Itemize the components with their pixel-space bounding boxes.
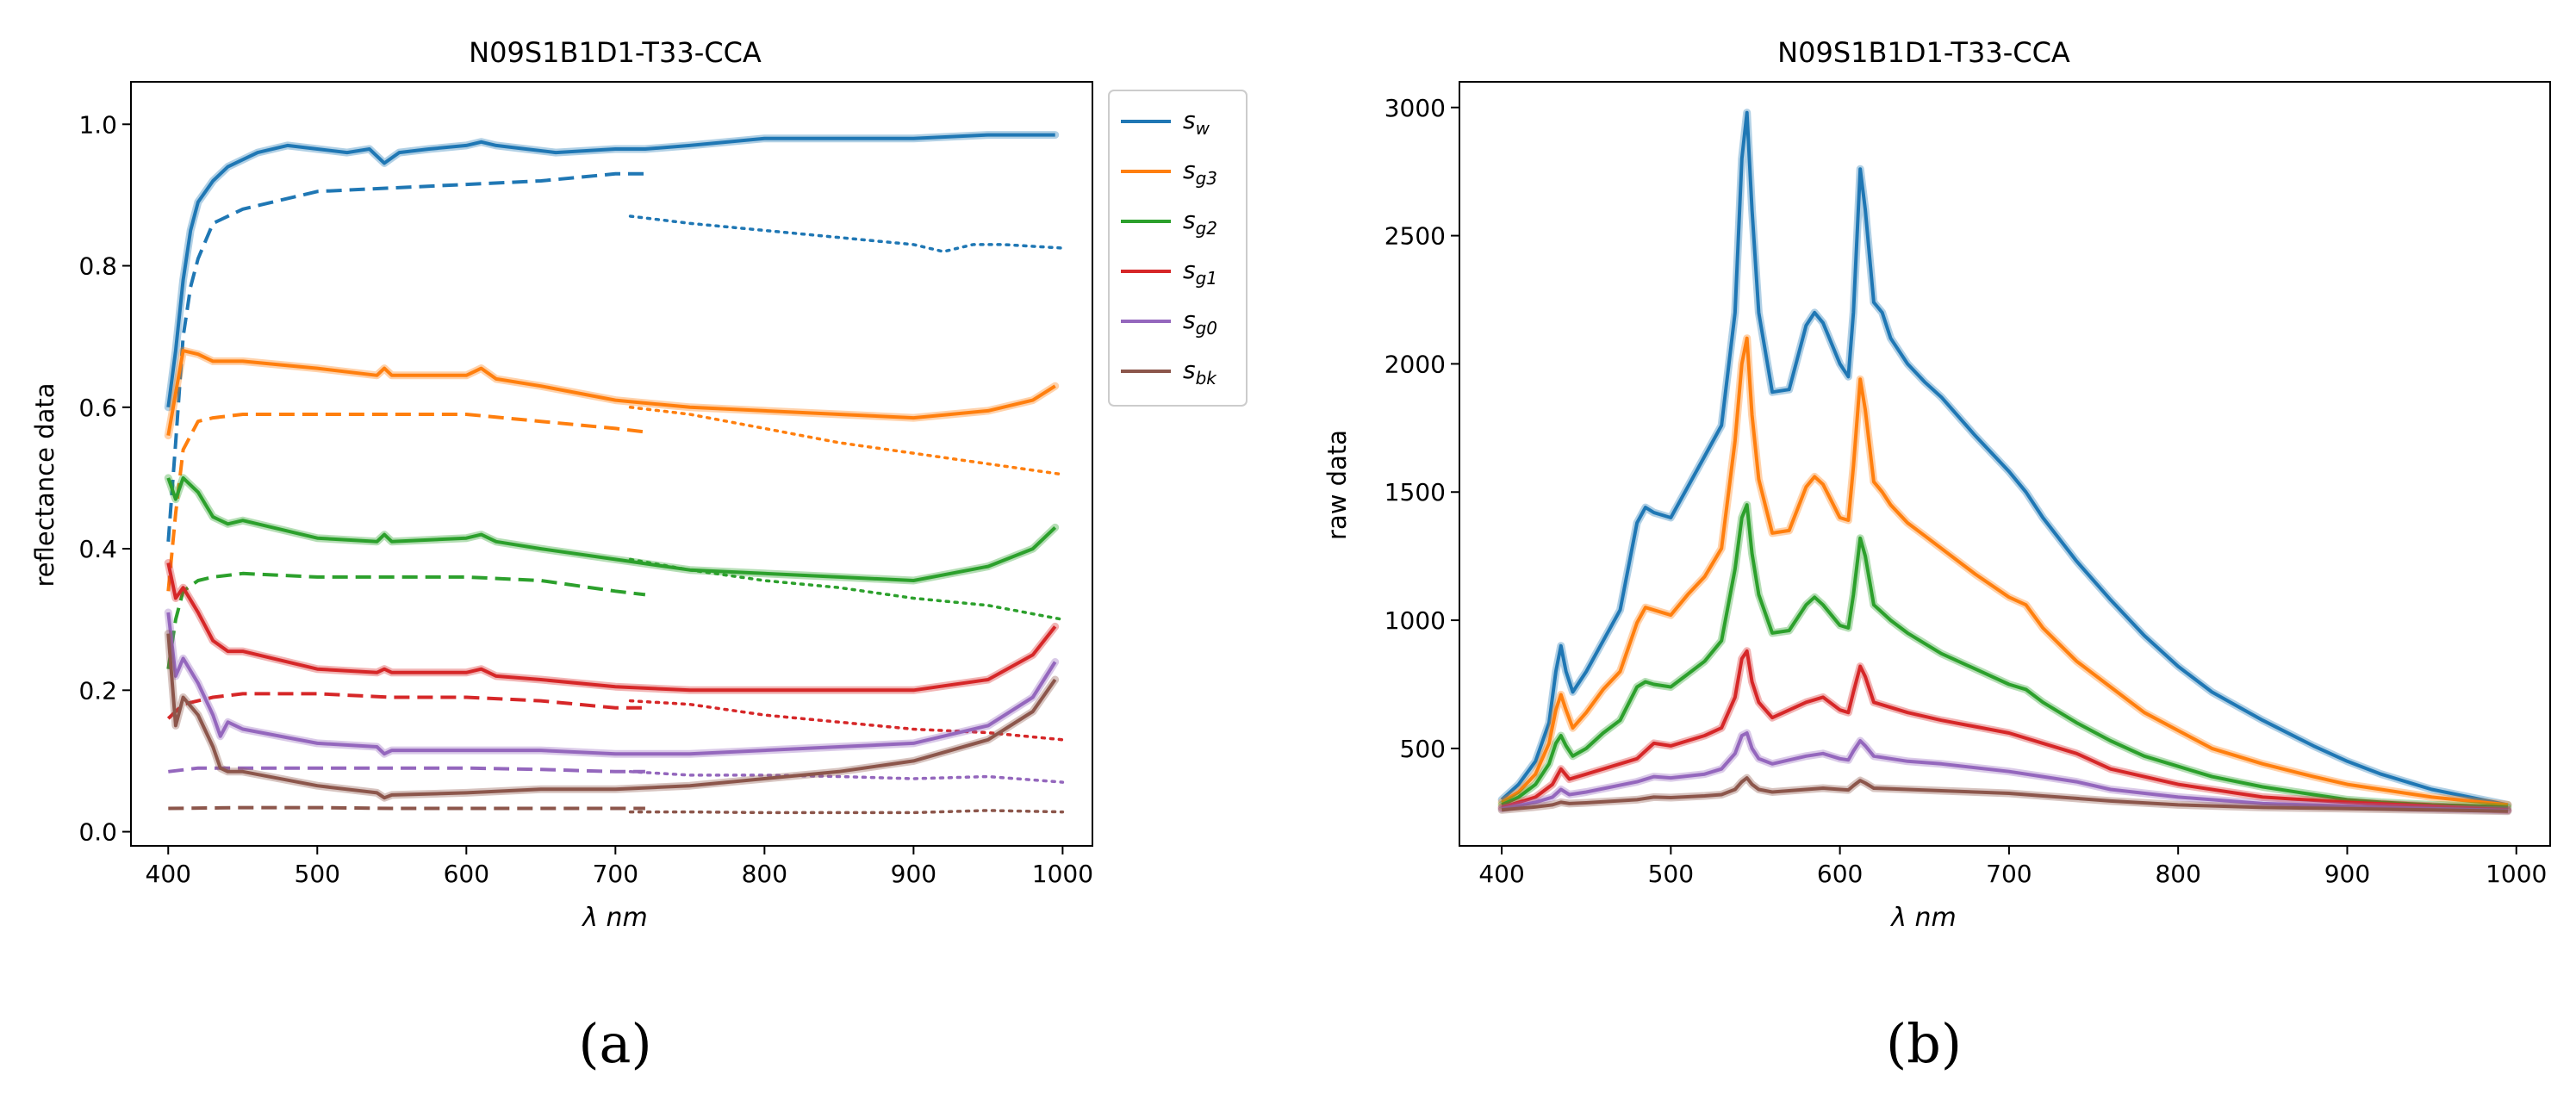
chart-a-series-6-solid-line	[166, 475, 1057, 582]
chart-b-ytick-label-5: 3000	[1384, 94, 1446, 122]
chart-a-legend-label-5: sbk	[1183, 356, 1217, 388]
chart-a-ytick-label-0: 0.0	[78, 818, 117, 847]
chart-a-xtick-label-1: 500	[295, 860, 340, 888]
chart-a-series-4-dashed-line	[166, 413, 646, 592]
chart-b-series-0-solid-line	[1500, 110, 2509, 807]
chart-a-ytick-label-1: 0.2	[78, 676, 117, 705]
chart-a-series-3-solid-line	[166, 349, 1056, 436]
chart-b-plot-frame	[1459, 81, 2551, 847]
chart-a-legend-label-3: sg1	[1183, 256, 1217, 289]
chart-a-xtick-label-4: 800	[742, 860, 787, 888]
chart-a-legend-label-4: sg0	[1183, 306, 1217, 339]
chart-a-xtick-label-2: 600	[444, 860, 489, 888]
chart-a-ytick-label-5: 1.0	[78, 110, 117, 139]
chart-b-xtick-label-5: 900	[2324, 860, 2370, 888]
chart-a-xlabel: λ nm	[581, 903, 648, 933]
chart-b-raw: N09S1B1D1-T33-CCA raw data λ nm 400 500 60…	[1322, 36, 2551, 933]
chart-a-xtick-label-3: 700	[593, 860, 638, 888]
chart-a-legend-label-2: sg2	[1183, 206, 1217, 239]
panel-label-b: (b)	[1885, 1012, 1963, 1075]
chart-a-series-1-dashed-line	[166, 171, 645, 542]
chart-a-series-15-solid-line	[166, 633, 1057, 800]
chart-b-ylabel: raw data	[1322, 430, 1352, 540]
chart-b-ytick-label-1: 1000	[1384, 606, 1446, 635]
chart-a-legend: sw sg3 sg2 sg1 sg0 sbk	[1108, 90, 1248, 407]
chart-a-series-14-dotted-line	[628, 770, 1065, 784]
chart-a-legend-label-0: sw	[1183, 106, 1210, 139]
chart-a-ytick-label-3: 0.6	[78, 394, 117, 422]
chart-a-series-11-dotted-line	[628, 699, 1065, 742]
chart-b-series-group	[1497, 109, 2512, 816]
chart-b-xtick-label-3: 700	[1986, 860, 2032, 888]
chart-b-xtick-label-0: 400	[1478, 860, 1524, 888]
chart-a-xtick-label-0: 400	[146, 860, 191, 888]
chart-a-series-10-dashed-line	[166, 692, 645, 720]
chart-a-series-17-dotted-line	[628, 809, 1065, 815]
chart-b-series-4-solid-line	[1501, 731, 2508, 812]
chart-b-ytick-label-0: 500	[1400, 735, 1446, 763]
chart-a-series-16-dashed-line	[168, 805, 645, 811]
chart-b-xtick-label-6: 1000	[2486, 860, 2547, 888]
chart-b-xlabel: λ nm	[1889, 903, 1957, 933]
chart-a-series-12-solid-line	[166, 612, 1057, 756]
chart-a-series-9-solid-line	[166, 562, 1057, 693]
chart-b-title: N09S1B1D1-T33-CCA	[1777, 36, 2070, 69]
chart-b-xtick-label-2: 600	[1817, 860, 1863, 888]
chart-b-ytick-label-4: 2500	[1384, 222, 1446, 251]
chart-a-xtick-label-5: 900	[891, 860, 936, 888]
chart-b-xtick-label-1: 500	[1648, 860, 1694, 888]
chart-a-ylabel: reflectance data	[30, 382, 59, 587]
chart-b-series-2-solid-line	[1501, 503, 2509, 810]
chart-a-series-0-solid-line	[166, 133, 1055, 408]
chart-a-series-3-band	[164, 346, 1060, 440]
chart-a-legend-label-1: sg3	[1183, 156, 1217, 189]
chart-b-xtick-label-4: 800	[2155, 860, 2200, 888]
chart-b-ytick-label-2: 1500	[1384, 478, 1446, 506]
chart-a-series-5-dotted-line	[628, 406, 1065, 476]
chart-b-series-5-solid-line	[1501, 776, 2508, 813]
chart-a-series-7-dashed-line	[166, 571, 646, 669]
chart-a-series-13-dashed-line	[168, 766, 645, 774]
chart-a-ytick-label-4: 0.8	[78, 252, 117, 281]
chart-a-xtick-label-6: 1000	[1032, 860, 1093, 888]
panel-label-a: (a)	[578, 1012, 652, 1075]
chart-a-series-6-band	[164, 474, 1060, 585]
chart-a-series-2-dotted-line	[628, 214, 1065, 253]
chart-b-series-0-band	[1497, 109, 2512, 809]
chart-a-series-8-dotted-line	[628, 557, 1065, 621]
chart-a-title: N09S1B1D1-T33-CCA	[469, 36, 762, 69]
chart-a-plot-frame	[130, 81, 1093, 847]
chart-b-series-1-solid-line	[1501, 336, 2509, 807]
chart-a-reflectance: N09S1B1D1-T33-CCA reflectance data λ nm …	[30, 36, 1248, 933]
chart-a-series-group	[164, 131, 1065, 815]
chart-b-ytick-label-3: 2000	[1384, 350, 1446, 378]
chart-b-series-3-solid-line	[1501, 649, 2508, 812]
chart-a-legend-box	[1108, 90, 1248, 407]
chart-a-ytick-label-2: 0.4	[78, 535, 117, 563]
